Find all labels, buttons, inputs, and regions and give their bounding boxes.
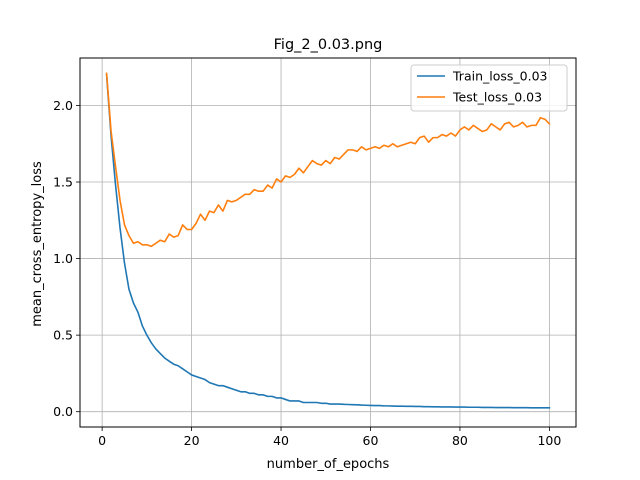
x-tick-label: 40	[273, 433, 289, 448]
legend: Train_loss_0.03 Test_loss_0.03	[410, 64, 568, 112]
x-tick-label: 20	[184, 433, 200, 448]
y-axis-label: mean_cross_entropy_loss	[30, 161, 45, 327]
x-axis-label: number_of_epochs	[267, 457, 390, 472]
x-tick-label: 100	[537, 433, 561, 448]
y-tick-label: 0.5	[53, 328, 73, 343]
legend-label: Test_loss_0.03	[452, 90, 542, 105]
x-tick-label: 0	[98, 433, 106, 448]
grid-lines	[80, 58, 576, 427]
y-tick-label: 1.5	[53, 175, 73, 190]
x-tick-label: 60	[363, 433, 379, 448]
series-line-1	[105, 73, 551, 409]
chart-title: Fig_2_0.03.png	[274, 37, 383, 53]
y-tick-label: 1.0	[53, 251, 73, 266]
plot-area-frame	[79, 57, 577, 428]
series-lines	[105, 72, 551, 409]
x-tick-label: 80	[452, 433, 468, 448]
y-tick-label: 0.0	[53, 404, 73, 419]
axis-ticks: 0 20 40 60 80 100 0.0 0.5 1.0 1.5 2.0	[53, 98, 561, 448]
series-line-2	[105, 72, 551, 248]
legend-label: Train_loss_0.03	[452, 69, 547, 84]
y-tick-label: 2.0	[53, 98, 73, 113]
legend-box	[410, 64, 568, 112]
